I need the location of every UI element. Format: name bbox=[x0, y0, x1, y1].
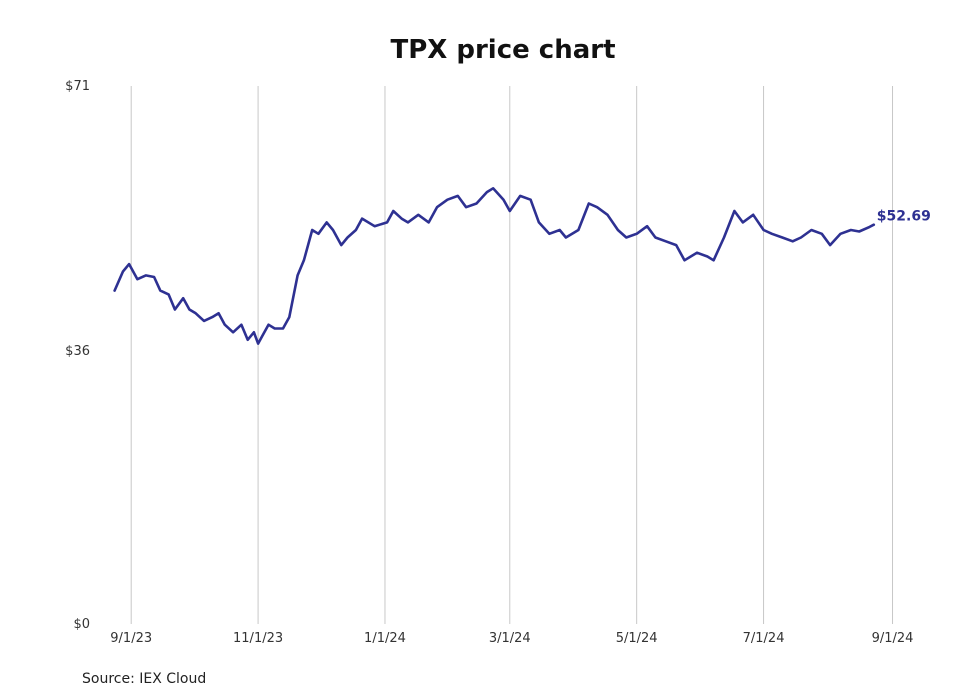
y-axis-ticks: $71 $36 $0 bbox=[65, 79, 90, 632]
x-tick-label: 5/1/24 bbox=[616, 631, 658, 646]
x-axis-ticks: 9/1/23 11/1/23 1/1/24 3/1/24 5/1/24 7/1/24 9/1… bbox=[110, 631, 913, 646]
chart-title: TPX price chart bbox=[390, 35, 615, 65]
y-tick-label: $36 bbox=[65, 344, 90, 359]
x-tick-label: 7/1/24 bbox=[743, 631, 785, 646]
grid-lines bbox=[130, 86, 894, 624]
x-tick-label: 9/1/23 bbox=[110, 631, 152, 646]
x-tick-label: 9/1/24 bbox=[872, 631, 914, 646]
x-tick-label: 3/1/24 bbox=[489, 631, 531, 646]
y-tick-label: $71 bbox=[65, 79, 90, 94]
source-note: Source: IEX Cloud bbox=[82, 671, 206, 687]
series-line bbox=[113, 187, 876, 345]
x-tick-label: 11/1/23 bbox=[233, 631, 283, 646]
x-tick-label: 1/1/24 bbox=[364, 631, 406, 646]
y-tick-label: $0 bbox=[73, 617, 90, 632]
last-price-label: $52.69 bbox=[877, 209, 931, 225]
